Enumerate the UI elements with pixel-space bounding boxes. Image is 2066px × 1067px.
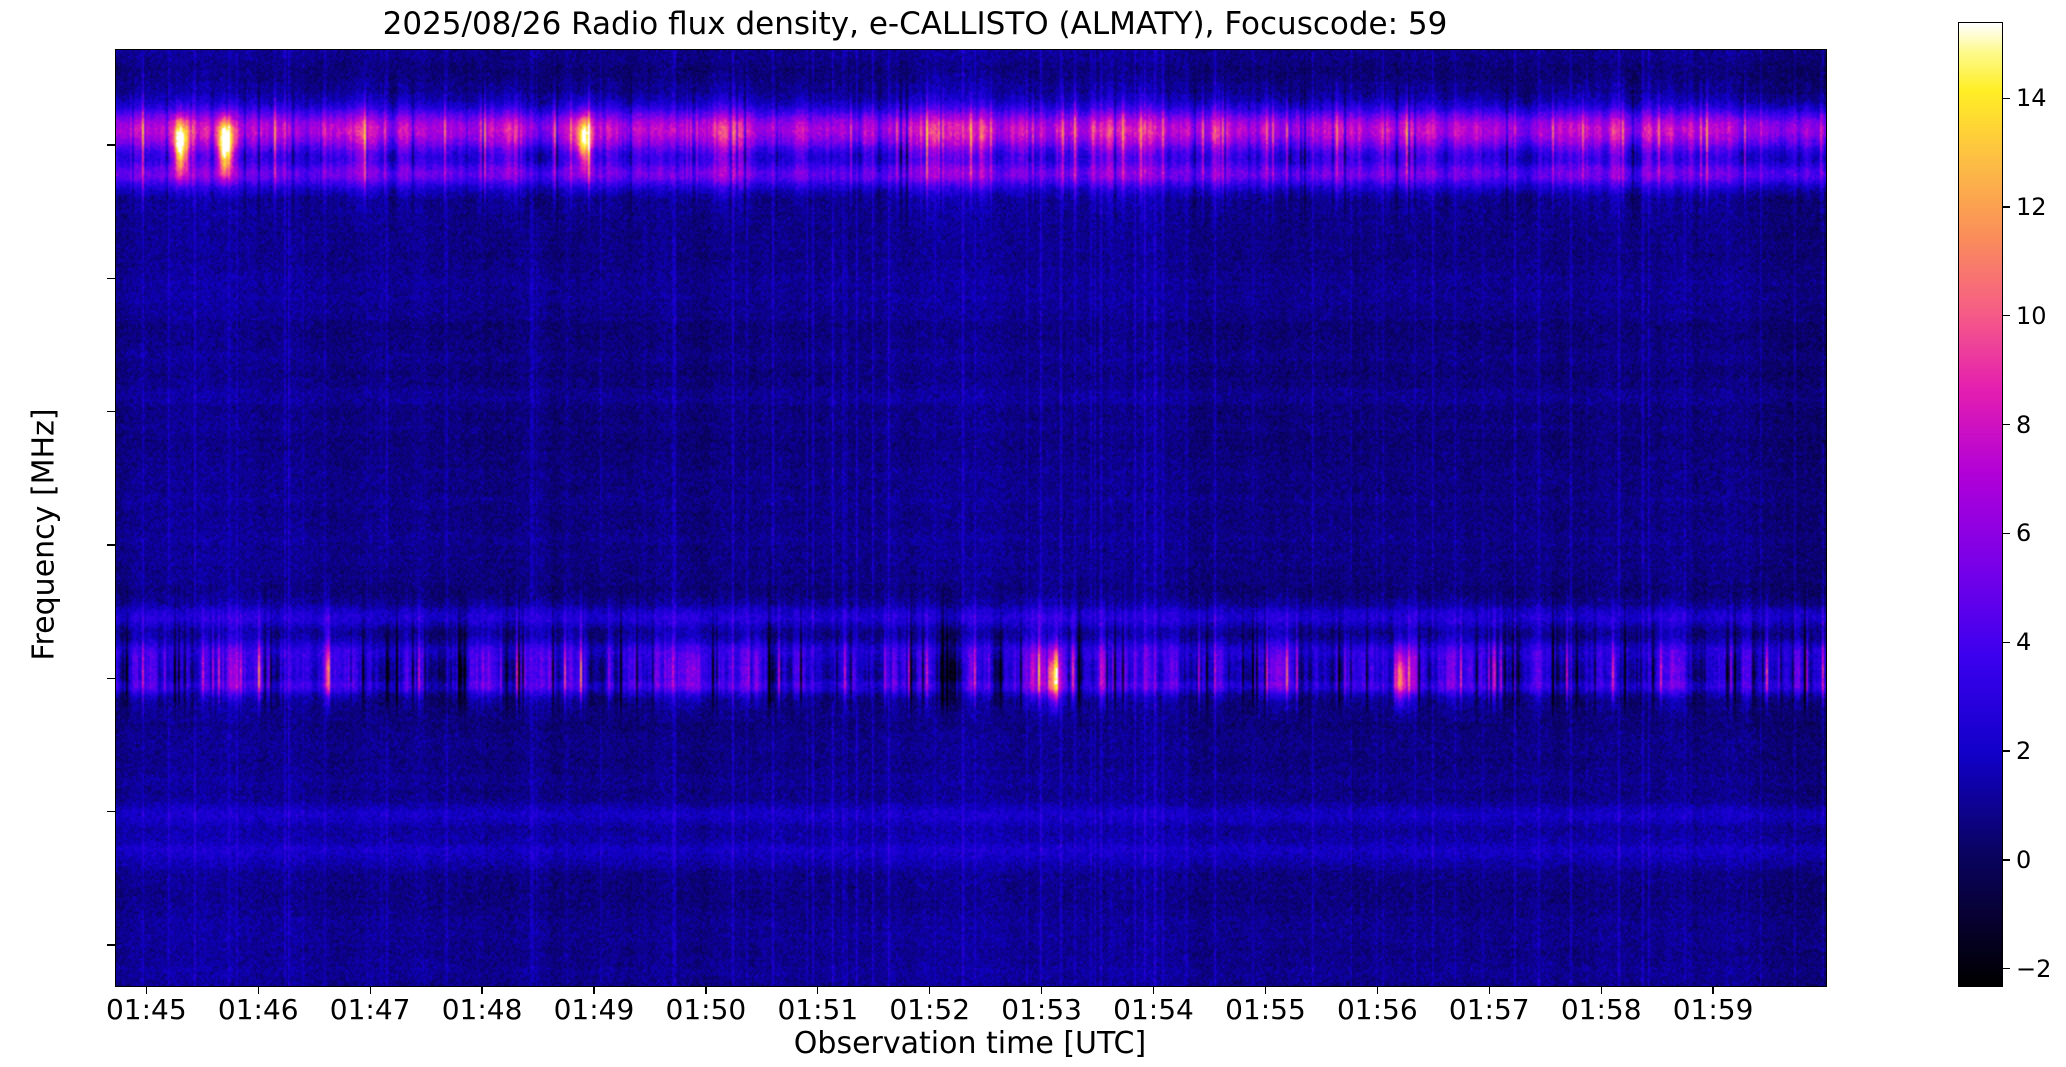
x-tick-mark (1152, 986, 1155, 994)
colorbar-tick-mark (2003, 968, 2010, 970)
y-tick-mark (107, 411, 115, 413)
x-tick-label: 01:52 (889, 993, 971, 1026)
y-tick-mark (107, 277, 115, 279)
x-axis-label: Observation time [UTC] (793, 1026, 1147, 1061)
colorbar-tick-label: 8 (2016, 410, 2032, 439)
x-tick-label: 01:50 (665, 993, 747, 1026)
colorbar[interactable] (1958, 22, 2003, 987)
x-tick-label: 01:51 (777, 993, 859, 1026)
page-title: 2025/08/26 Radio flux density, e-CALLIST… (382, 6, 1448, 42)
colorbar-gradient (1959, 23, 2002, 986)
y-tick-mark (107, 144, 115, 146)
x-tick-mark (1376, 986, 1378, 994)
colorbar-tick-label: 14 (2016, 84, 2047, 113)
colorbar-tick-label: −2 (2016, 954, 2052, 983)
x-tick-label: 01:57 (1448, 993, 1530, 1026)
colorbar-tick-mark (2003, 750, 2010, 752)
x-tick-mark (705, 986, 707, 994)
x-tick-label: 01:59 (1672, 993, 1754, 1026)
x-tick-mark (817, 986, 819, 994)
x-tick-label: 01:48 (441, 993, 523, 1026)
x-tick-label: 01:55 (1225, 993, 1306, 1026)
x-tick-label: 01:46 (217, 993, 299, 1026)
colorbar-tick-mark (2003, 206, 2010, 208)
x-tick-label: 01:54 (1113, 993, 1194, 1026)
x-tick-mark (1600, 986, 1602, 994)
x-tick-mark (1712, 986, 1714, 994)
x-tick-mark (929, 986, 931, 994)
x-tick-mark (369, 986, 371, 994)
y-tick-mark (107, 677, 115, 679)
x-tick-mark (593, 986, 595, 994)
colorbar-tick-label: 4 (2016, 628, 2032, 657)
x-tick-mark (1040, 986, 1043, 994)
spectrogram-image (116, 50, 1826, 986)
x-tick-label: 01:58 (1560, 993, 1642, 1026)
y-tick-mark (107, 944, 115, 946)
colorbar-tick-mark (2003, 315, 2010, 317)
colorbar-tick-label: 2 (2016, 737, 2032, 766)
colorbar-tick-mark (2003, 97, 2010, 99)
x-tick-mark (481, 986, 483, 994)
spectrogram-plot-area[interactable] (115, 49, 1827, 987)
colorbar-tick-mark (2003, 423, 2010, 426)
y-tick-mark (107, 811, 115, 813)
x-tick-label: 01:47 (329, 993, 411, 1026)
colorbar-tick-label: 12 (2016, 192, 2047, 221)
x-tick-label: 01:49 (553, 993, 635, 1026)
colorbar-tick-mark (2003, 641, 2010, 643)
colorbar-tick-label: 10 (2016, 301, 2047, 330)
x-tick-label: 01:56 (1336, 993, 1418, 1026)
x-tick-label: 01:45 (105, 993, 187, 1026)
colorbar-tick-label: 6 (2016, 519, 2032, 548)
x-tick-label: 01:53 (1001, 993, 1082, 1026)
x-tick-mark (1488, 986, 1490, 994)
colorbar-tick-mark (2003, 859, 2010, 861)
x-tick-mark (145, 986, 147, 994)
x-tick-mark (257, 986, 259, 994)
y-axis-label: Frequency [MHz] (26, 408, 62, 661)
colorbar-tick-label: 0 (2016, 845, 2032, 874)
x-tick-mark (1264, 986, 1267, 994)
colorbar-tick-mark (2003, 532, 2010, 535)
y-tick-mark (107, 544, 115, 546)
